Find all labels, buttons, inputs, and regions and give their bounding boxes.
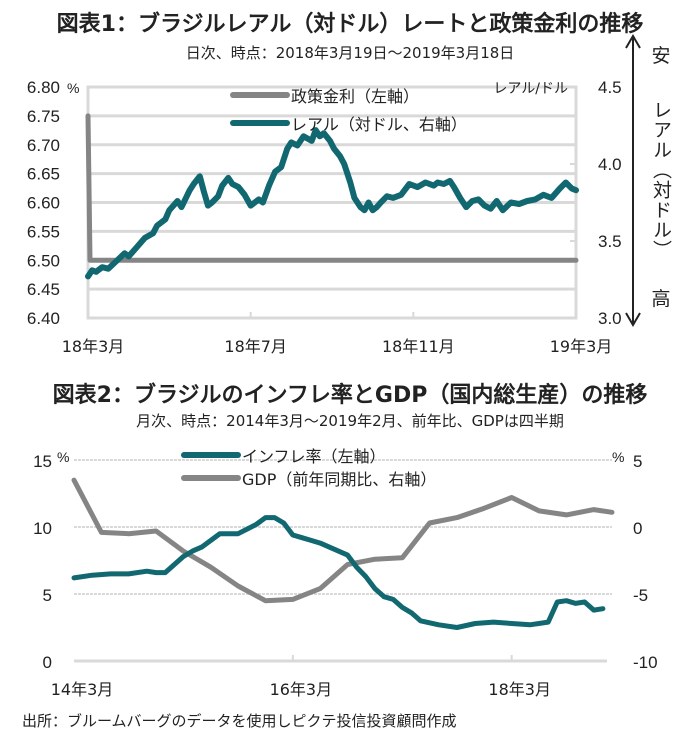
chart1-x-tick: 18年7月 [224, 337, 287, 356]
chart1-y-right-tick: 4.5 [598, 78, 622, 97]
arrow-down-icon [625, 312, 641, 327]
chart1-subtitle: 日次、時点：2018年3月19日～2019年3月18日 [185, 44, 515, 62]
chart2-legend-label-inflation: インフレ率（左軸） [242, 447, 386, 466]
chart2-x-tick: 18年3月 [488, 680, 551, 699]
chart1-y-right-tick: 3.5 [598, 232, 622, 251]
chart1-y-left-tick: 6.50 [27, 251, 60, 270]
chart1-y-left-tick: 6.45 [27, 280, 60, 299]
chart2-y-right-tick: 0 [633, 519, 642, 538]
chart1-x-tick: 18年3月 [62, 337, 125, 356]
chart2-y-right-tick: -5 [633, 586, 648, 605]
source-note: 出所：ブルームバーグのデータを使用しピクテ投信投資顧問作成 [22, 712, 457, 730]
chart1-title: 図表1：ブラジルレアル（対ドル）レートと政策金利の推移 [56, 12, 644, 37]
chart1-legend-label-real-usd: レアル（対ドル、右軸） [291, 115, 467, 134]
chart2-y-right-tick: -10 [633, 653, 658, 672]
chart2-x-tick: 16年3月 [270, 680, 333, 699]
chart1-annotation-real-vs-usd: レアル（対ドル） [650, 100, 672, 260]
chart2-y-left-unit: % [57, 449, 69, 465]
chart2-x-tick: 14年3月 [51, 680, 114, 699]
chart2-y-left-tick: 5 [43, 586, 52, 605]
chart1-series-real-usd [85, 127, 579, 280]
chart1-y-right-tick: 3.0 [598, 309, 622, 328]
chart2-y-right-unit: % [612, 449, 624, 465]
chart1-series-policy-rate [85, 113, 579, 263]
chart1-y-left-tick: 6.40 [27, 309, 60, 328]
chart1-y-left-unit: % [67, 80, 79, 96]
chart1-y-left-tick: 6.55 [27, 222, 60, 241]
chart2-y-left-tick: 10 [33, 519, 52, 538]
chart1-y-left-tick: 6.70 [27, 136, 60, 155]
chart2-y-left-tick: 15 [33, 452, 52, 471]
chart1-y-left-tick: 6.80 [27, 78, 60, 97]
chart1-annotation-cheap: 安 [651, 45, 670, 67]
chart2-series-inflation [71, 515, 606, 630]
chart2-title: 図表2：ブラジルのインフレ率とGDP（国内総生産）の推移 [52, 383, 648, 408]
chart1-annotation-expensive: 高 [651, 288, 670, 310]
chart1-y-right-tick: 4.0 [598, 155, 622, 174]
chart1-x-tick: 19年3月 [550, 337, 613, 356]
chart2-legend-label-gdp: GDP（前年同期比、右軸） [242, 470, 436, 489]
chart1-y-left-tick: 6.75 [27, 107, 60, 126]
chart1-legend-label-policy-rate: 政策金利（左軸） [291, 87, 419, 106]
chart1-y-left-tick: 6.60 [27, 194, 60, 213]
chart2-y-left-tick: 0 [43, 653, 52, 672]
chart2-subtitle: 月次、時点：2014年3月～2019年2月、前年比、GDPは四半期 [136, 412, 564, 430]
chart2-y-right-tick: 5 [633, 452, 642, 471]
chart1-y-right-unit: レアル/ドル [493, 81, 568, 97]
chart1-y-left-tick: 6.65 [27, 165, 60, 184]
arrow-up-icon [625, 34, 641, 49]
chart2-series-gdp [71, 477, 615, 604]
chart1-x-tick: 18年11月 [382, 337, 455, 356]
